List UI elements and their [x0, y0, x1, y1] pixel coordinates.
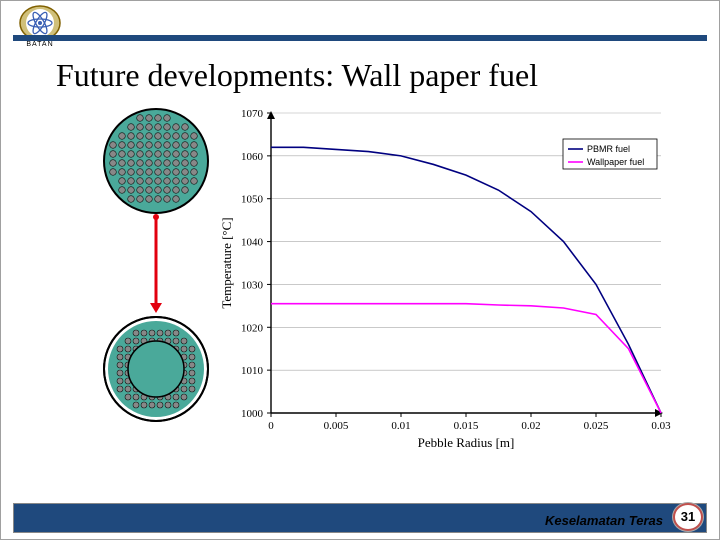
svg-text:0.03: 0.03	[651, 420, 671, 432]
svg-text:1040: 1040	[241, 237, 264, 249]
svg-text:1010: 1010	[241, 365, 264, 377]
svg-text:0.01: 0.01	[391, 420, 410, 432]
logo-label: BATAN	[9, 41, 71, 48]
footer-text: Keselamatan Teras	[545, 513, 663, 528]
svg-text:0.005: 0.005	[324, 420, 349, 432]
svg-text:Wallpaper fuel: Wallpaper fuel	[587, 157, 644, 167]
content-area: 1000 1010 1020 1030 1040 1050 1060 1070 0 0.005 0.…	[41, 101, 681, 481]
page-number-badge: 31	[673, 503, 703, 531]
content-svg: 1000 1010 1020 1030 1040 1050 1060 1070 0 0.005 0.…	[41, 101, 681, 461]
svg-text:1000: 1000	[241, 408, 264, 420]
slide: BATAN Future developments: Wall paper fu…	[0, 0, 720, 540]
svg-text:PBMR fuel: PBMR fuel	[587, 144, 630, 154]
logo-badge: BATAN	[9, 3, 71, 53]
svg-text:1060: 1060	[241, 151, 264, 163]
svg-text:0: 0	[268, 420, 274, 432]
svg-text:0.015: 0.015	[454, 420, 479, 432]
svg-text:1020: 1020	[241, 322, 264, 334]
svg-text:0.02: 0.02	[521, 420, 540, 432]
svg-text:1050: 1050	[241, 194, 264, 206]
svg-text:1070: 1070	[241, 108, 264, 120]
svg-text:0.025: 0.025	[584, 420, 609, 432]
svg-text:Pebble Radius [m]: Pebble Radius [m]	[418, 435, 515, 450]
svg-text:1030: 1030	[241, 279, 264, 291]
slide-title: Future developments: Wall paper fuel	[56, 57, 538, 94]
svg-text:Temperature [°C]: Temperature [°C]	[219, 217, 234, 308]
top-divider	[13, 35, 707, 41]
